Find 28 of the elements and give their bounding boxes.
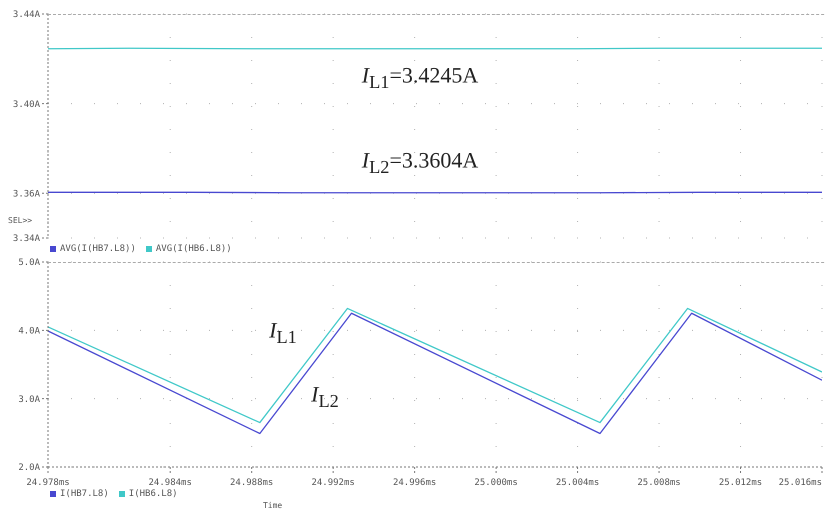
y-tick-label: 2.0A [18, 463, 41, 474]
legend-label: I(HB6.L8) [128, 489, 178, 499]
legend-label: AVG(I(HB7.L8)) [60, 244, 136, 254]
x-tick-label: 25.016ms [778, 478, 822, 488]
x-tick-label: 24.978ms [26, 478, 70, 488]
x-tick-label: 25.004ms [556, 478, 600, 488]
y-tick-label: 3.0A [18, 394, 41, 405]
annotation: I$_{L2}$ [311, 382, 339, 412]
x-tick-label: 24.992ms [311, 478, 355, 488]
legend-label: AVG(I(HB6.L8)) [156, 244, 232, 254]
x-tick-label: 25.012ms [718, 478, 762, 488]
annotation: I$_{L1}$=3.4245A [362, 62, 478, 92]
x-tick-label: 24.996ms [392, 478, 436, 488]
y-tick-label: 3.40A [12, 100, 41, 110]
annotation: I$_{L1}$ [269, 318, 297, 348]
y-tick-label: 3.36A [12, 189, 41, 200]
y-tick-label: 3.34A [12, 234, 41, 244]
text: SEL>> [8, 216, 32, 225]
x-tick-label: 25.008ms [637, 478, 681, 488]
annotation: I$_{L2}$=3.3604A [362, 148, 478, 178]
y-tick-label: 4.0A [18, 326, 41, 337]
x-tick-label: 24.988ms [230, 478, 274, 488]
x-tick-label: 24.984ms [148, 478, 192, 488]
x-tick-label: 25.000ms [474, 478, 518, 488]
y-tick-label: 5.0A [18, 258, 41, 268]
x-axis-title: Time [262, 501, 284, 510]
y-tick-label: 3.44A [12, 10, 41, 20]
legend-label: I(HB7.L8) [60, 489, 109, 499]
